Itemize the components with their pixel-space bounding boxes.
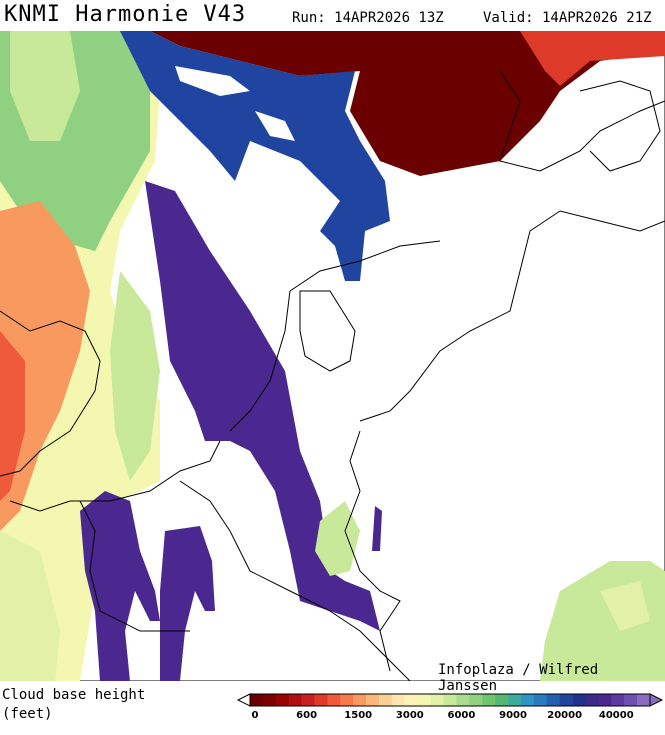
colorbar-swatch	[572, 694, 586, 706]
colorbar-tick-label: 1500	[344, 710, 372, 721]
clear-area	[255, 111, 295, 141]
colorbar-swatch	[482, 694, 496, 706]
colorbar-end	[649, 693, 664, 707]
cloud-field	[110, 271, 160, 481]
cloud-field	[520, 31, 665, 86]
colorbar-swatch	[262, 694, 277, 706]
cloud-field	[0, 201, 90, 531]
coastlines	[0, 70, 665, 681]
run-time: Run: 14APR2026 13Z	[292, 10, 444, 26]
colorbar-swatch	[546, 694, 560, 706]
map	[0, 31, 665, 681]
colorbar-swatch	[391, 694, 406, 706]
colorbar: 0 600 1500 3000 6000 9000 20000 40000	[236, 693, 664, 721]
colorbar-swatch	[314, 694, 328, 706]
colorbar-swatch	[611, 694, 625, 706]
colorbar-swatch	[456, 694, 470, 706]
colorbar-tick-label: 3000	[396, 710, 424, 721]
cloud-field	[160, 526, 215, 681]
cloud-field	[600, 581, 650, 631]
colorbar-tick-label: 600	[296, 710, 317, 721]
colorbar-swatch	[495, 694, 509, 706]
cloud-field	[372, 506, 382, 551]
colorbar-tick-label: 9000	[499, 710, 527, 721]
colorbar-swatch	[585, 694, 599, 706]
colorbar-swatch	[469, 694, 483, 706]
colorbar-tick-label: 20000	[547, 710, 582, 721]
colorbar-tick-label: 40000	[599, 710, 634, 721]
cloud-field	[120, 31, 390, 281]
colorbar-tick-label: 0	[252, 710, 259, 721]
colorbar-frame	[249, 693, 651, 707]
colorbar-end	[236, 693, 251, 707]
cloud-field	[0, 331, 25, 501]
colorbar-swatch	[624, 694, 638, 706]
colorbar-tick-label: 6000	[448, 710, 476, 721]
colorbar-swatch	[250, 694, 264, 706]
colorbar-swatch	[275, 694, 290, 706]
colorbar-swatch	[404, 694, 419, 706]
colorbar-swatch	[340, 694, 354, 706]
colorbar-swatch	[508, 694, 522, 706]
clear-area	[175, 66, 250, 96]
legend-title: Cloud base height (feet)	[2, 686, 145, 724]
cloud-field	[10, 31, 80, 141]
legend-title-text: Cloud base height	[2, 687, 146, 703]
title: KNMI Harmonie V43	[4, 2, 247, 27]
colorbar-swatch	[559, 694, 573, 706]
legend-unit: (feet)	[2, 706, 53, 722]
colorbar-swatch	[520, 694, 535, 706]
colorbar-swatch	[379, 694, 393, 706]
colorbar-swatch	[430, 694, 444, 706]
colorbar-swatch	[353, 694, 367, 706]
colorbar-swatch	[443, 694, 457, 706]
colorbar-swatch	[301, 694, 315, 706]
cloud-field	[150, 31, 665, 176]
credit: Infoplaza / Wilfred Janssen	[438, 662, 599, 694]
colorbar-swatch	[288, 694, 302, 706]
colorbar-swatch	[533, 694, 548, 706]
colorbar-swatch	[637, 694, 651, 706]
cloud-field	[0, 531, 60, 681]
colorbar-swatch	[366, 694, 380, 706]
colorbar-swatch	[327, 694, 341, 706]
colorbar-swatch	[417, 694, 431, 706]
cloud-field	[145, 181, 380, 631]
valid-time: Valid: 14APR2026 21Z	[483, 10, 652, 26]
cloud-field	[80, 491, 160, 681]
colorbar-swatch	[598, 694, 612, 706]
